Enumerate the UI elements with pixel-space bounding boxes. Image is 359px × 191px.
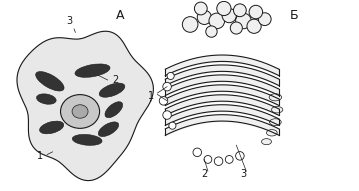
Circle shape xyxy=(225,155,233,163)
Circle shape xyxy=(236,13,251,29)
Text: 1: 1 xyxy=(37,151,43,161)
Circle shape xyxy=(209,13,225,29)
Circle shape xyxy=(169,122,176,129)
Ellipse shape xyxy=(72,105,88,118)
Ellipse shape xyxy=(37,94,56,104)
Ellipse shape xyxy=(271,107,283,113)
Text: Б: Б xyxy=(290,9,298,22)
Ellipse shape xyxy=(269,94,281,101)
Ellipse shape xyxy=(270,119,281,125)
Ellipse shape xyxy=(99,83,125,97)
Circle shape xyxy=(222,8,236,23)
Ellipse shape xyxy=(266,129,277,136)
Circle shape xyxy=(204,155,212,163)
Text: 3: 3 xyxy=(66,16,72,27)
Text: 2: 2 xyxy=(201,169,207,179)
Circle shape xyxy=(214,157,223,165)
Circle shape xyxy=(195,2,207,15)
Ellipse shape xyxy=(262,139,271,145)
Circle shape xyxy=(206,26,217,37)
Circle shape xyxy=(233,4,246,17)
Circle shape xyxy=(197,10,211,24)
Circle shape xyxy=(230,22,242,34)
Circle shape xyxy=(236,152,244,160)
Circle shape xyxy=(247,19,261,33)
Ellipse shape xyxy=(36,72,64,91)
Ellipse shape xyxy=(72,134,102,145)
Circle shape xyxy=(163,111,171,119)
Circle shape xyxy=(193,148,201,157)
Circle shape xyxy=(163,82,171,91)
Text: 1: 1 xyxy=(148,91,154,101)
Text: 2: 2 xyxy=(112,75,118,85)
Circle shape xyxy=(249,5,262,19)
Text: А: А xyxy=(116,9,124,22)
Ellipse shape xyxy=(61,95,99,128)
Ellipse shape xyxy=(39,121,64,134)
Text: 3: 3 xyxy=(240,169,246,179)
Circle shape xyxy=(182,17,198,32)
Ellipse shape xyxy=(105,102,123,118)
Circle shape xyxy=(159,97,168,105)
Circle shape xyxy=(167,72,174,79)
Circle shape xyxy=(258,13,271,26)
Circle shape xyxy=(217,1,231,16)
Polygon shape xyxy=(17,31,153,180)
Ellipse shape xyxy=(75,64,110,77)
Ellipse shape xyxy=(98,122,119,137)
